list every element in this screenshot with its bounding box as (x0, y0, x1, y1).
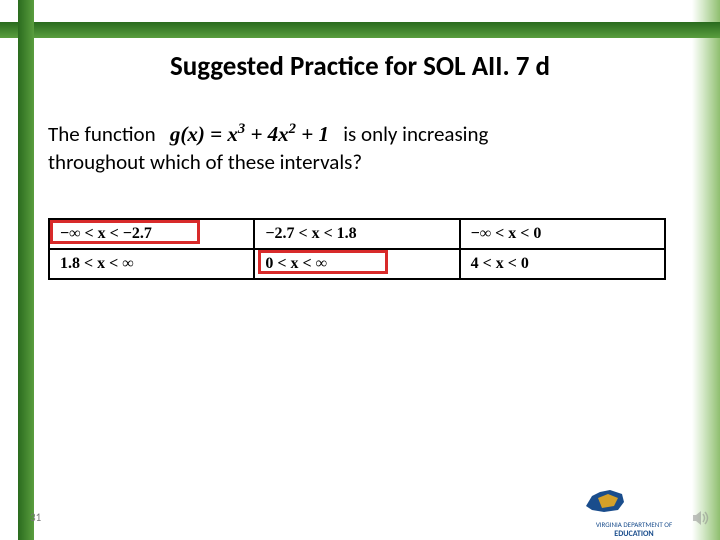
speaker-icon (690, 508, 710, 528)
vdoe-logo: VIRGINIA DEPARTMENT OF EDUCATION (584, 488, 684, 528)
answer-cell: 1.8 < x < ∞ (49, 249, 254, 279)
question-suffix-b: throughout which of these intervals? (48, 149, 362, 175)
table-row: 1.8 < x < ∞ 0 < x < ∞ 4 < x < 0 (49, 249, 665, 279)
frame-bar-horizontal (0, 22, 720, 38)
slide-title: Suggested Practice for SOL AII. 7 d (0, 50, 720, 83)
logo-text-line1: VIRGINIA DEPARTMENT OF (584, 521, 684, 528)
virginia-shape-icon (584, 488, 626, 514)
answer-cell: −2.7 < x < 1.8 (254, 219, 459, 249)
logo-text-line2: EDUCATION (584, 530, 684, 538)
answer-cell: −∞ < x < 0 (460, 219, 665, 249)
question-text: The function g(x) = x3 + 4x2 + 1 is only… (48, 120, 648, 177)
question-prefix: The function (48, 121, 156, 147)
answer-table: −∞ < x < −2.7 −2.7 < x < 1.8 −∞ < x < 0 … (48, 218, 666, 280)
answer-cell: 4 < x < 0 (460, 249, 665, 279)
answer-cell: 0 < x < ∞ (254, 249, 459, 279)
question-suffix-a: is only increasing (343, 121, 488, 147)
question-formula: g(x) = x3 + 4x2 + 1 (170, 122, 329, 146)
answer-cell: −∞ < x < −2.7 (49, 219, 254, 249)
table-row: −∞ < x < −2.7 −2.7 < x < 1.8 −∞ < x < 0 (49, 219, 665, 249)
slide-number: 31 (30, 511, 41, 524)
